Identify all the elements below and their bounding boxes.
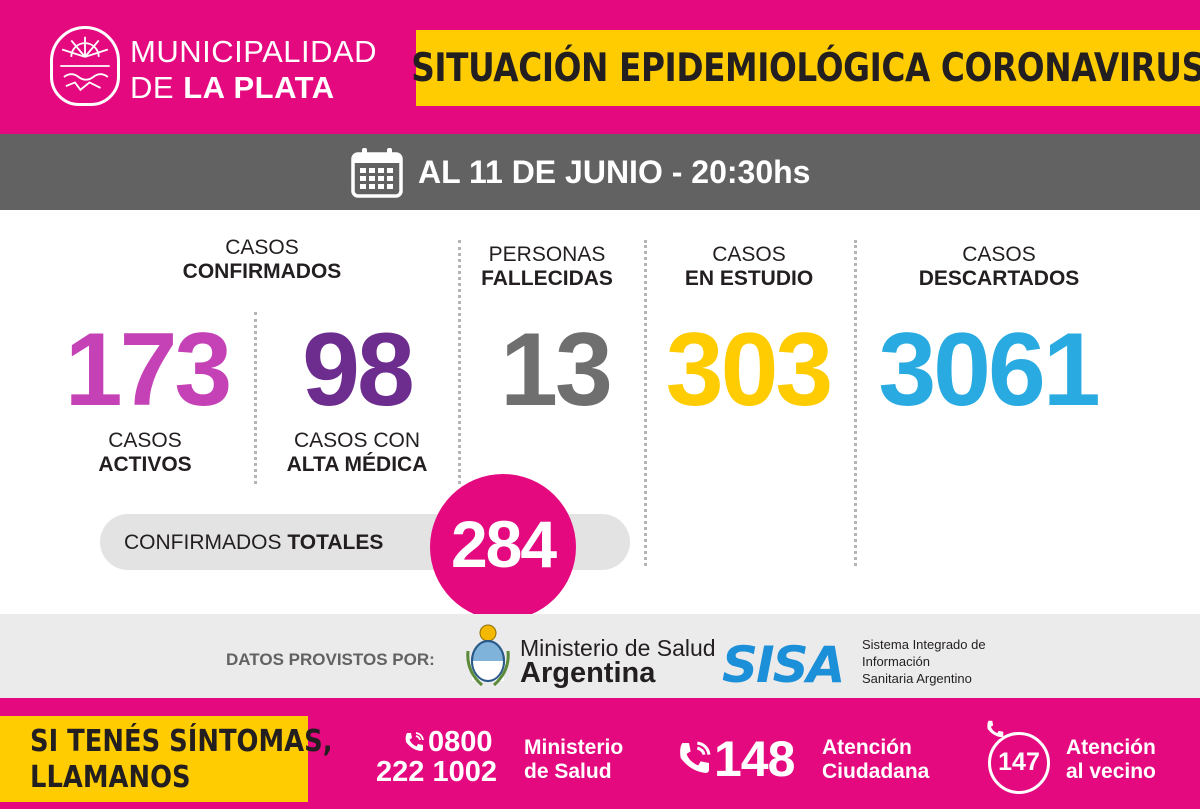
phone3-number[interactable]: 147 xyxy=(998,748,1040,776)
city-seal-icon xyxy=(50,26,120,106)
phone1-desc: Ministerio de Salud xyxy=(524,736,624,783)
ministerio-country: Argentina xyxy=(520,657,656,689)
sisa-desc-line2: Información xyxy=(862,654,930,669)
cta-box xyxy=(0,716,308,802)
phone1-line2[interactable]: 222 1002 xyxy=(376,756,497,788)
phone2-number[interactable]: 148 xyxy=(714,731,795,787)
divider xyxy=(854,240,857,566)
totals-badge xyxy=(430,474,576,620)
title-banner: SITUACIÓN EPIDEMIOLÓGICA CORONAVIRUS xyxy=(411,30,1200,106)
estudio-value: 303 xyxy=(665,312,834,428)
fallecidas-label: PERSONAS FALLECIDAS xyxy=(481,243,613,290)
phone1-line1[interactable]: 0800 xyxy=(428,726,493,758)
phone3-desc: Atención al vecino xyxy=(1066,736,1156,783)
divider xyxy=(254,312,257,484)
municipality-name-line2: DE LA PLATA xyxy=(130,70,335,105)
date-bar: AL 11 DE JUNIO - 20:30hs xyxy=(0,134,1200,210)
descartados-label: CASOS DESCARTADOS xyxy=(918,243,1080,290)
phone-icon xyxy=(680,741,711,773)
phone-icon xyxy=(984,718,1006,740)
divider xyxy=(644,240,647,566)
argentina-coat-of-arms-icon xyxy=(466,624,510,687)
page-title: SITUACIÓN EPIDEMIOLÓGICA CORONAVIRUS xyxy=(411,45,1200,91)
ministerio-name: Ministerio de Salud xyxy=(520,635,716,661)
sisa-logo: SISA xyxy=(722,636,845,694)
alta-label: CASOS CON ALTA MÉDICA xyxy=(286,429,428,476)
report-date: AL 11 DE JUNIO - 20:30hs xyxy=(418,154,811,190)
sources-label: DATOS PROVISTOS POR: xyxy=(226,650,435,669)
estudio-label: CASOS EN ESTUDIO xyxy=(684,243,814,290)
totals-value: 284 xyxy=(450,507,557,581)
phone-icon xyxy=(405,732,424,751)
sisa-desc-line1: Sistema Integrado de xyxy=(862,637,986,652)
alta-value: 98 xyxy=(302,312,415,428)
activos-value: 173 xyxy=(64,312,233,428)
phone2-desc: Atención Ciudadana xyxy=(822,736,930,783)
descartados-value: 3061 xyxy=(878,312,1100,428)
activos-label: CASOS ACTIVOS xyxy=(98,429,192,476)
cta-text: SI TENÉS SÍNTOMAS, LLAMANOS xyxy=(30,724,333,795)
divider xyxy=(458,240,461,484)
sources-bar xyxy=(0,614,1200,698)
totals-label: CONFIRMADOS TOTALES xyxy=(124,531,384,554)
calendar-icon xyxy=(351,148,403,198)
municipality-name-line1: MUNICIPALIDAD xyxy=(130,34,378,69)
confirmados-label: CASOS CONFIRMADOS xyxy=(182,236,342,283)
fallecidas-value: 13 xyxy=(500,312,613,428)
phone3-ring xyxy=(988,732,1050,794)
sisa-desc-line3: Sanitaria Argentino xyxy=(862,671,972,686)
